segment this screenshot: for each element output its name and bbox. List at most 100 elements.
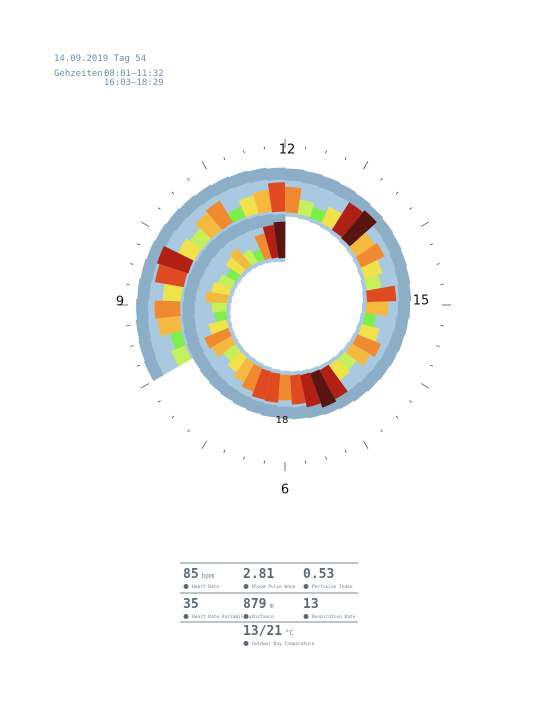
spiral-shade — [210, 176, 234, 196]
spiral-shade — [137, 278, 152, 301]
stat-value: 13/21 — [243, 624, 282, 639]
spiral-shade — [334, 390, 355, 410]
clock-label: 15 — [413, 294, 430, 309]
spiral-shade — [186, 273, 202, 290]
spiral-shade — [192, 351, 211, 371]
spiral-segment — [225, 256, 246, 276]
clock-tick — [420, 383, 429, 389]
spiral-segment — [352, 334, 382, 358]
clock-tick — [325, 150, 327, 154]
clock-tick — [363, 440, 369, 449]
clock-tick — [137, 364, 141, 367]
spiral-segment — [218, 273, 236, 288]
clock-tick — [130, 345, 134, 347]
spiral-shade — [232, 391, 252, 409]
spiral-segment — [273, 221, 286, 259]
spiral-segment — [331, 202, 364, 238]
spiral-segment — [252, 189, 273, 215]
spiral-shade — [370, 359, 390, 380]
spiral-segment — [211, 335, 236, 358]
spiral-segment — [229, 247, 252, 271]
spiral-shade — [143, 356, 164, 381]
spiral-shade — [276, 406, 293, 419]
spiral-segment — [157, 315, 183, 336]
spiral-segment — [289, 374, 306, 405]
stat-value: 0.53 — [303, 567, 334, 582]
stat-value: 13 — [303, 597, 319, 612]
clock-tick — [395, 191, 399, 195]
stat-label: Heart Rate Variability — [192, 614, 252, 620]
stat-label: Respiration Rate — [312, 614, 356, 620]
spiral-segment — [241, 363, 263, 392]
spiral-shade — [136, 299, 149, 321]
spiral-segment — [321, 206, 343, 230]
clock-tick — [243, 456, 245, 460]
stat-icon — [183, 584, 189, 589]
spiral-shade — [182, 300, 196, 316]
spiral-segment — [242, 248, 259, 266]
stat-icon — [183, 614, 189, 619]
clock-tick — [137, 243, 141, 246]
spiral-shade — [183, 286, 198, 302]
spiral-segment — [337, 351, 357, 371]
date: 14.09.2019 Tag 54 — [54, 54, 146, 64]
spiral-shade — [140, 258, 157, 282]
spiral-segment — [154, 299, 181, 319]
spiral-segment — [309, 207, 327, 223]
spiral — [119, 139, 451, 471]
stat-unit: °C — [285, 629, 293, 637]
clock-tick — [436, 263, 440, 265]
spiral-segment — [277, 374, 292, 401]
spiral-shade — [291, 405, 309, 420]
spiral-shade — [193, 184, 217, 206]
clock-label: 9 — [116, 295, 124, 310]
spiral-shade — [154, 223, 176, 247]
spiral-shade — [380, 346, 399, 367]
stat-label: Distance — [252, 614, 274, 620]
clock-tick — [409, 400, 413, 403]
clock-tick — [344, 157, 347, 161]
clock-tick — [171, 415, 175, 419]
stat-icon — [303, 584, 309, 589]
spiral-shade — [135, 318, 152, 342]
clock-tick — [223, 157, 226, 161]
spiral-shade — [220, 383, 240, 402]
spiral-segment — [345, 343, 371, 367]
spiral-shade — [265, 167, 286, 181]
spiral-segment — [365, 285, 397, 303]
spiral-segment — [364, 274, 382, 291]
stat-value: 85 — [183, 567, 199, 582]
spiral-shade — [397, 283, 412, 302]
spiral-shade — [359, 371, 380, 392]
spiral-shade — [146, 240, 166, 264]
spiral-shade — [247, 215, 264, 231]
spiral-segment — [204, 327, 232, 349]
clock-tick — [201, 161, 207, 170]
walk-time: 08:01–11:32 — [104, 69, 164, 79]
spiral-shade — [372, 217, 394, 240]
spiral-shade — [348, 192, 371, 214]
spiral-segment — [211, 281, 232, 296]
stat-label: Outdoor Day Temperature — [252, 641, 315, 647]
spiral-segment — [227, 206, 247, 224]
spiral-segment — [226, 268, 241, 282]
spiral-segment — [264, 372, 281, 403]
spiral-segment — [355, 243, 385, 269]
spiral-segment — [297, 199, 315, 218]
spiral-segment — [205, 200, 234, 231]
spiral-shade — [389, 248, 408, 270]
spiral-shade — [318, 175, 341, 194]
clock-tick — [187, 177, 190, 181]
spiral-segment — [156, 245, 194, 274]
clock-tick — [141, 383, 150, 389]
stat-unit: m — [269, 602, 273, 610]
walk-label: Gehzeiten: — [54, 69, 108, 79]
clock-tick — [157, 400, 161, 403]
spiral-shade — [285, 168, 305, 182]
clock-tick — [344, 449, 347, 453]
stats: 85 bpm Heart Rate 2.81 Blood Pulse Wave 0.53 P… — [180, 562, 358, 647]
stat-icon — [243, 641, 249, 646]
spiral-shade — [260, 403, 278, 418]
spiral-shade — [246, 167, 269, 184]
spiral-segment — [285, 186, 303, 214]
